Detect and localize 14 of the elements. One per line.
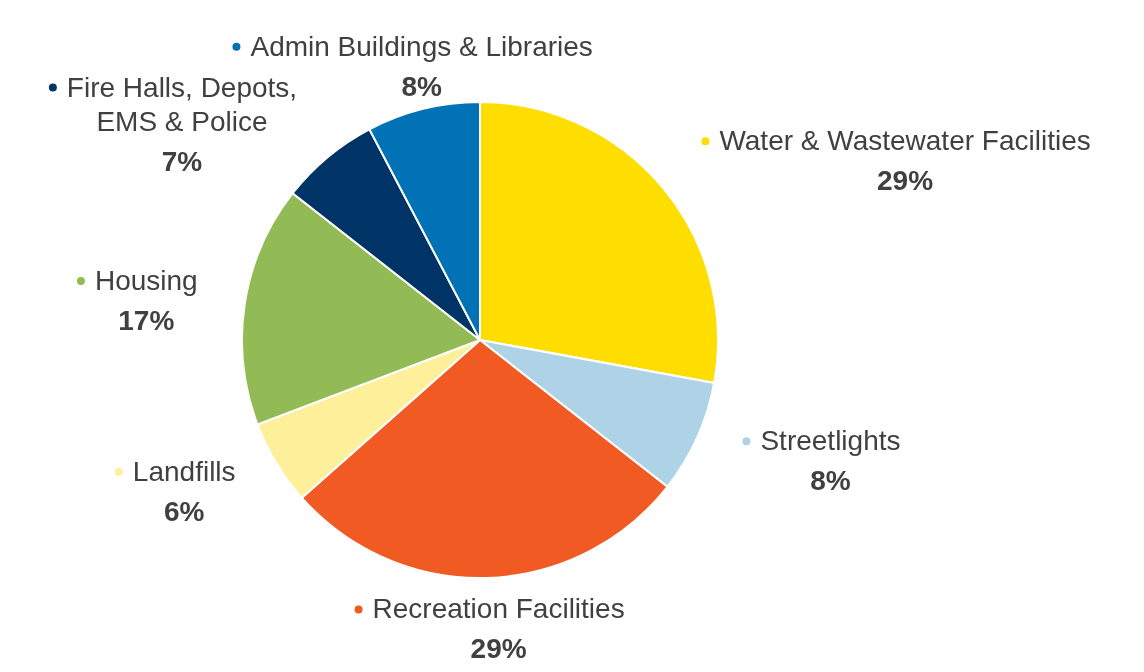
data-label: 29% [470,633,527,665]
data-label: 7% [161,145,203,177]
legend-label: Fire Halls, Depots, EMS & Police [66,71,298,137]
data-label: 29% [877,165,934,197]
data-label: 17% [118,305,175,337]
data-label: 6% [163,495,205,527]
legend-label: Streetlights [760,425,901,457]
data-label: 8% [401,70,442,102]
legend-label: Landfills [132,455,236,487]
data-label: 8% [810,465,851,497]
legend-label: Admin Buildings & Libraries [250,30,593,62]
legend-label: Recreation Facilities [372,593,625,625]
legend-label: Water & Wastewater Facilities [719,125,1091,157]
legend-label: Housing [94,265,198,297]
